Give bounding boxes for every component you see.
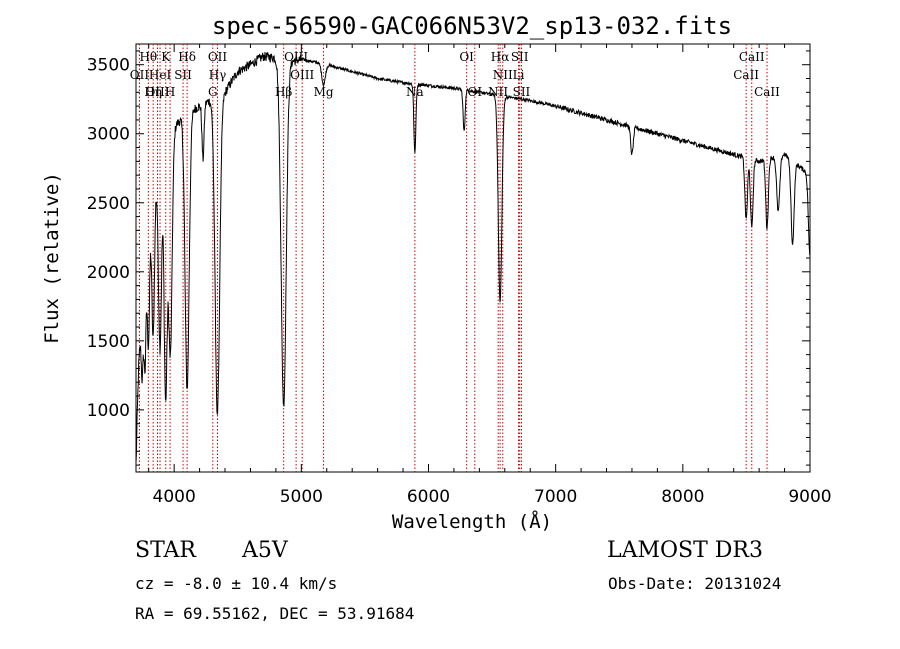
x-tick-label-1: 5000 (280, 487, 323, 507)
y-axis-label: Flux (relative) (41, 172, 63, 344)
line-label-22: Mg (314, 85, 334, 99)
line-label-16: CaII (733, 68, 759, 82)
line-label-11: SII (174, 68, 192, 82)
y-tick-label-2: 2000 (87, 263, 130, 283)
line-label-10: HeI (149, 68, 172, 82)
x-tick-label-5: 9000 (788, 487, 831, 507)
y-tick-label-4: 3000 (87, 125, 130, 145)
chart-title: spec-56590-GAC066N53V2_sp13-032.fits (212, 12, 732, 40)
line-label-3: OII (208, 50, 228, 64)
survey-name: LAMOST DR3 (607, 538, 763, 563)
obs-date: Obs-Date: 20131024 (608, 574, 782, 593)
coordinates-readout: RA = 69.55162, DEC = 53.91684 (135, 604, 415, 623)
line-label-2: Hδ (178, 50, 196, 64)
y-tick-label-1: 1500 (87, 332, 130, 352)
line-label-17: OIII (145, 85, 169, 99)
plot-frame (135, 43, 811, 473)
y-tick-label-3: 2500 (87, 194, 130, 214)
line-label-21: Hβ (275, 85, 292, 99)
x-axis-label: Wavelength (Å) (392, 510, 552, 533)
x-tick-label-2: 6000 (407, 487, 450, 507)
y-tick-label-5: 3500 (87, 56, 130, 76)
line-label-23: Na (406, 85, 424, 99)
line-label-18: Hη (144, 85, 162, 99)
line-label-27: CaII (754, 85, 780, 99)
line-label-5: OI (459, 50, 474, 64)
line-label-13: OIII (290, 68, 314, 82)
line-label-7: SII (511, 50, 529, 64)
x-tick-label-0: 4000 (153, 487, 196, 507)
x-tick-label-3: 7000 (534, 487, 577, 507)
line-label-25: NII (488, 85, 508, 99)
object-class: STAR (135, 538, 196, 563)
line-marker-layer (138, 44, 768, 472)
redshift-readout: cz = -8.0 ± 10.4 km/s (135, 574, 338, 593)
line-label-20: G (208, 85, 218, 99)
line-label-14: NII (493, 68, 513, 82)
line-label-26: SII (513, 85, 531, 99)
line-label-19: H (165, 85, 175, 99)
x-axis-ticks: 4000 5000 6000 7000 8000 9000 (148, 44, 832, 507)
line-label-15: Li (513, 68, 525, 82)
line-label-1: K (161, 50, 171, 64)
line-label-6: Hα (491, 50, 510, 64)
spectrum-line (135, 51, 811, 463)
x-tick-label-4: 8000 (661, 487, 704, 507)
line-label-12: Hγ (209, 68, 227, 82)
object-subclass: A5V (242, 538, 288, 563)
line-label-0: Hθ (139, 50, 157, 64)
y-tick-label-0: 1000 (87, 401, 130, 421)
line-label-9: OII (130, 68, 150, 82)
line-label-8: CaII (739, 50, 765, 64)
y-axis-ticks: 1000 1500 2000 2500 3000 3500 (87, 50, 810, 466)
